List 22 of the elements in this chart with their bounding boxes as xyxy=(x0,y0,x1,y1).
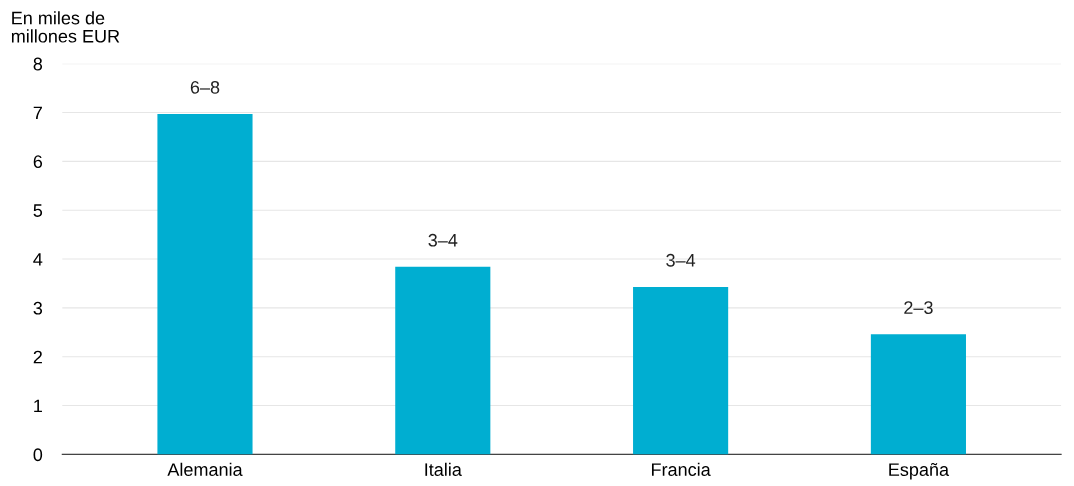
y-tick-label: 4 xyxy=(33,253,43,266)
y-tick-label: 8 xyxy=(33,57,43,71)
bar xyxy=(395,266,491,455)
x-tick-label: Italia xyxy=(425,462,462,477)
y-tick-label: 3 xyxy=(33,301,43,315)
x-tick-label: Francia xyxy=(651,462,711,477)
y-tick-label: 5 xyxy=(33,204,43,217)
y-tick-label: 7 xyxy=(33,106,42,120)
y-axis-title: En miles de millones EUR xyxy=(11,11,120,43)
data-label: 2–3 xyxy=(904,301,933,315)
y-tick-label: 0 xyxy=(33,448,43,462)
bar xyxy=(870,334,966,455)
x-tick-label: Alemania xyxy=(167,462,243,477)
y-tick-label: 2 xyxy=(33,350,42,364)
y-tick-label: 1 xyxy=(34,399,42,413)
y-tick-label: 6 xyxy=(33,155,43,169)
data-label: 3–4 xyxy=(666,253,696,267)
bar xyxy=(633,286,729,455)
bar xyxy=(157,113,253,455)
data-label: 3–4 xyxy=(428,233,458,247)
data-label: 6–8 xyxy=(190,80,220,94)
x-tick-label: España xyxy=(889,462,950,480)
